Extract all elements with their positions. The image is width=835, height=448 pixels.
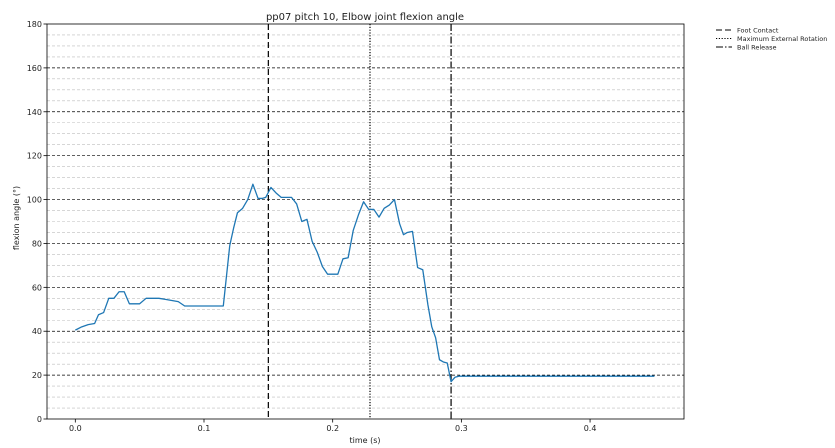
event-lines [267,24,452,419]
x-tick-label: 0.0 [69,424,82,433]
y-tick-label: 80 [32,239,42,248]
x-axis-label: time (s) [349,436,380,445]
chart-title: pp07 pitch 10, Elbow joint flexion angle [266,12,464,23]
x-tick-label: 0.1 [198,424,211,433]
y-tick-label: 120 [27,152,42,161]
x-axis-ticks: 0.0 0.1 0.2 0.3 0.4 [69,419,596,433]
y-tick-label: 100 [27,196,42,205]
legend-label: Foot Contact [737,26,779,34]
x-tick-label: 0.2 [326,424,339,433]
legend-label: Maximum External Rotation [737,35,827,43]
series-layer [75,183,655,383]
x-tick-label: 0.4 [584,424,597,433]
series-line [75,183,655,383]
y-tick-label: 0 [37,415,42,424]
y-axis-ticks: 0 20 40 60 80 100 120 140 160 180 [27,20,47,424]
x-tick-label: 0.3 [455,424,468,433]
y-tick-label: 60 [32,283,42,292]
legend-label: Ball Release [737,43,777,51]
grid [47,34,684,409]
y-tick-label: 140 [27,108,42,117]
plot-frame [46,23,685,420]
y-tick-label: 20 [32,371,42,380]
y-tick-label: 40 [32,327,42,336]
y-tick-label: 160 [27,64,42,73]
y-tick-label: 180 [27,20,42,29]
y-axis-label: flexion angle (°) [12,186,21,250]
